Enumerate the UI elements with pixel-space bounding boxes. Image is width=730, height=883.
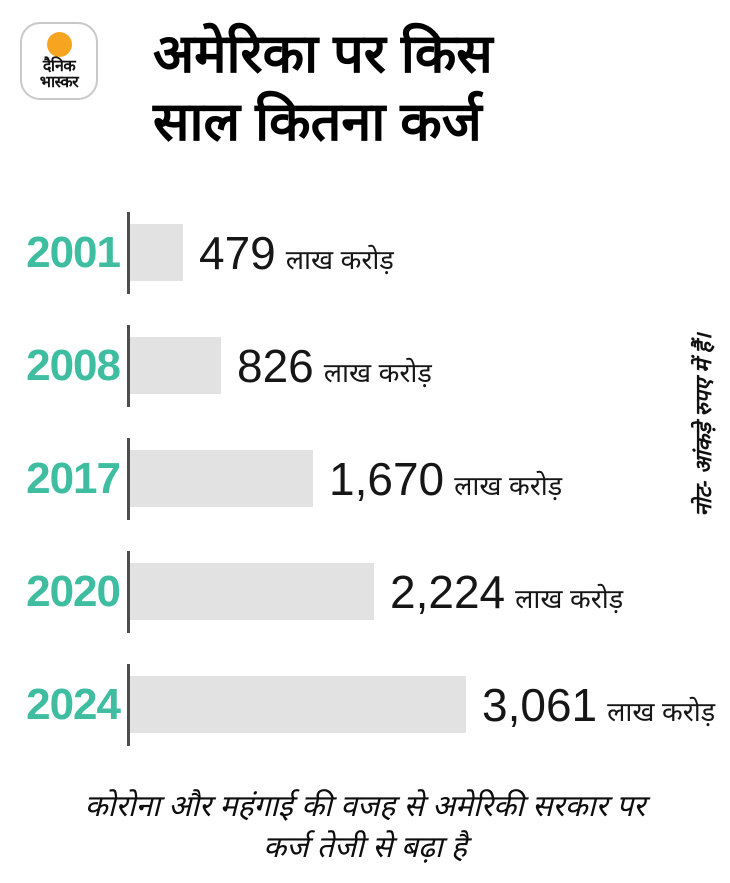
value-number: 3,061 (482, 678, 598, 731)
value-label: 479 लाख करोड़ (199, 226, 394, 280)
page-title: अमेरिका पर किस साल कितना कर्ज (153, 20, 493, 156)
year-label: 2020 (26, 566, 121, 616)
value-unit: लाख करोड़ (454, 470, 563, 501)
brand-name-line2: भास्कर (39, 74, 79, 92)
value-unit: लाख करोड़ (323, 357, 432, 388)
bar (130, 224, 183, 281)
caption-line1: कोरोना और महंगाई की वजह से अमेरिकी सरकार… (84, 790, 646, 823)
bar (130, 450, 313, 507)
value-number: 2,224 (390, 565, 506, 618)
axis-tick (127, 663, 130, 746)
bar (130, 337, 221, 394)
bar-row: 2001 479 लाख करोड़ (0, 196, 730, 309)
year-label: 2008 (26, 340, 121, 390)
value-unit: लाख करोड़ (607, 696, 716, 727)
value-number: 826 (237, 339, 314, 392)
bar-row: 2024 3,061 लाख करोड़ (0, 648, 730, 761)
caption-line2: कर्ज तेजी से बढ़ा है (263, 831, 467, 865)
axis-tick (127, 211, 130, 294)
axis-tick (127, 550, 130, 633)
value-number: 1,670 (329, 452, 445, 505)
value-label: 1,670 लाख करोड़ (329, 452, 562, 506)
caption: कोरोना और महंगाई की वजह से अमेरिकी सरकार… (0, 786, 730, 869)
value-unit: लाख करोड़ (515, 583, 624, 614)
year-label: 2024 (26, 679, 121, 729)
value-label: 2,224 लाख करोड़ (390, 565, 623, 619)
year-label: 2017 (26, 453, 121, 503)
sun-icon (46, 32, 72, 57)
bar (130, 676, 466, 733)
bar-row: 2017 1,670 लाख करोड़ (0, 422, 730, 535)
bar-row: 2020 2,224 लाख करोड़ (0, 535, 730, 648)
bar-row: 2008 826 लाख करोड़ (0, 309, 730, 422)
brand-name-line1: दैनिक (42, 58, 76, 75)
page-title-line1: अमेरिका पर किस (153, 24, 493, 84)
year-label: 2001 (26, 227, 121, 277)
axis-tick (127, 324, 130, 407)
bar-chart: 2001 479 लाख करोड़ 2008 826 लाख करोड़ 20… (0, 196, 730, 761)
axis-tick (127, 437, 130, 520)
brand-logo: दैनिक भास्कर (20, 22, 98, 100)
note-vertical: नोट- आंकड़े रुपए में हैं। (691, 333, 716, 517)
value-label: 826 लाख करोड़ (237, 339, 432, 393)
value-number: 479 (199, 226, 276, 279)
value-unit: लाख करोड़ (285, 244, 394, 275)
page-title-line2: साल कितना कर्ज (153, 92, 482, 153)
bar (130, 563, 374, 620)
value-label: 3,061 लाख करोड़ (482, 678, 715, 732)
